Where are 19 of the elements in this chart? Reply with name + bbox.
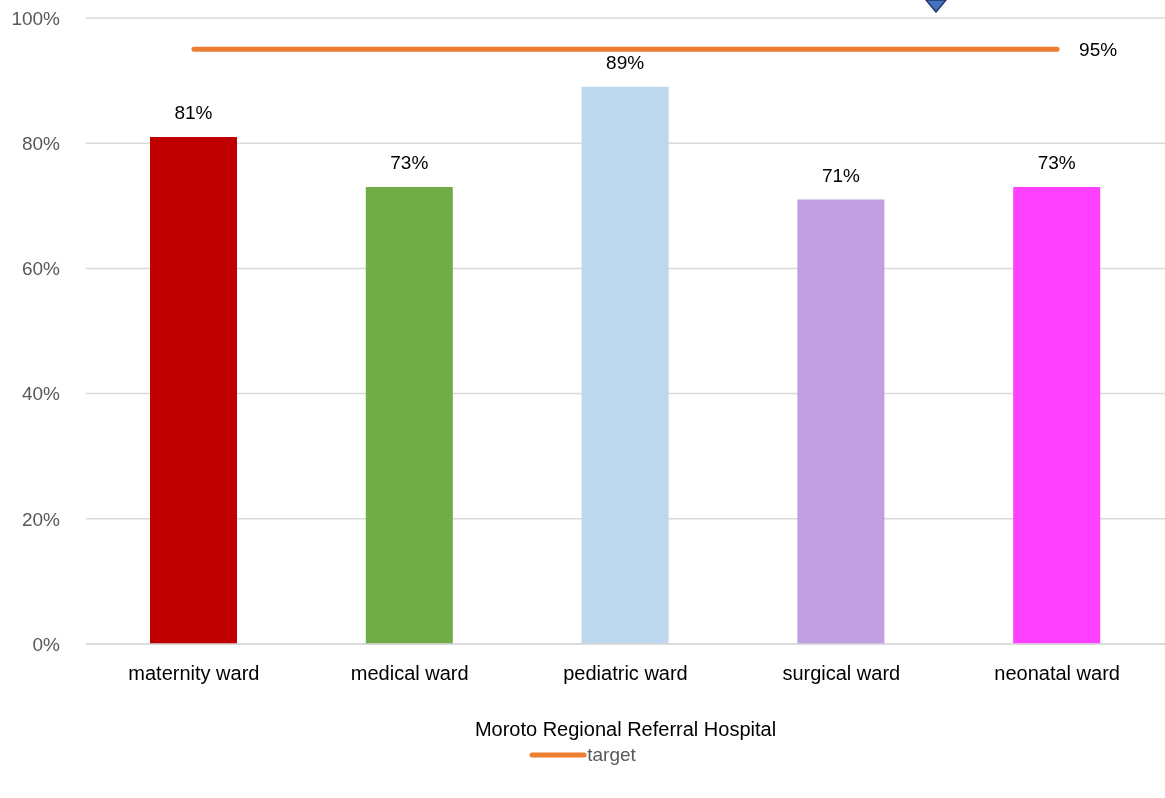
y-tick-label: 20% [21, 508, 61, 530]
data-label: 81% [174, 101, 213, 123]
x-axis-title: Moroto Regional Referral Hospital [474, 718, 777, 740]
y-tick-label: 40% [21, 383, 61, 405]
data-label: 71% [821, 164, 861, 186]
data-label: 95% [1079, 39, 1118, 61]
y-tick-label: 80% [21, 132, 61, 154]
legend-label: target [587, 744, 636, 766]
x-tick-label: medical ward [350, 662, 469, 685]
x-tick-label: surgical ward [782, 662, 901, 685]
data-label: 73% [390, 152, 429, 174]
y-tick-label: 60% [21, 258, 61, 280]
x-tick-label: neonatal ward [994, 662, 1120, 685]
y-tick-label: 0% [32, 633, 61, 655]
y-tick-label: 100% [11, 7, 61, 29]
data-label: 73% [1037, 152, 1076, 174]
data-label: 89% [606, 51, 645, 73]
x-tick-label: pediatric ward [563, 662, 688, 685]
x-tick-label: maternity ward [128, 662, 260, 685]
